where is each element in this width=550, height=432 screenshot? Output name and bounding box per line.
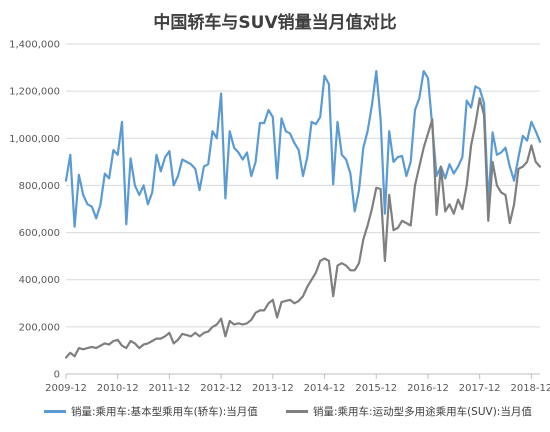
x-tick-label: 2017-12: [459, 383, 501, 394]
x-tick-label: 2010-12: [97, 383, 139, 394]
x-tick-label: 2012-12: [200, 383, 242, 394]
x-tick-label: 2009-12: [45, 383, 87, 394]
y-tick-label: 0: [54, 370, 60, 381]
y-tick-label: 400,000: [19, 275, 60, 286]
y-tick-label: 600,000: [19, 228, 60, 239]
y-tick-label: 1,000,000: [9, 134, 60, 145]
series-line-suv: [64, 97, 542, 359]
x-tick-label: 2014-12: [304, 383, 346, 394]
y-tick-label: 1,200,000: [9, 87, 60, 98]
legend-label-sedan: 销量:乘用车:基本型乘用车(轿车):当月值: [71, 406, 258, 418]
x-tick-label: 2018-12: [510, 383, 550, 394]
series-line-sedan: [64, 69, 542, 228]
x-tick-label: 2016-12: [407, 383, 449, 394]
y-tick-label: 200,000: [19, 322, 60, 333]
legend-swatch-suv: [286, 410, 308, 413]
legend-item-sedan: 销量:乘用车:基本型乘用车(轿车):当月值: [44, 404, 258, 419]
x-tick-label: 2011-12: [149, 383, 191, 394]
legend-item-suv: 销量:乘用车:运动型多用途乘用车(SUV):当月值: [286, 404, 532, 419]
x-tick-label: 2013-12: [252, 383, 294, 394]
x-tick-label: 2015-12: [355, 383, 397, 394]
chart-title: 中国轿车与SUV销量当月值对比: [153, 13, 397, 33]
legend-swatch-sedan: [44, 410, 66, 413]
legend: 销量:乘用车:基本型乘用车(轿车):当月值 销量:乘用车:运动型多用途乘用车(S…: [0, 404, 550, 426]
legend-label-suv: 销量:乘用车:运动型多用途乘用车(SUV):当月值: [313, 406, 532, 418]
y-tick-label: 1,400,000: [9, 40, 60, 51]
y-tick-label: 800,000: [19, 181, 60, 192]
